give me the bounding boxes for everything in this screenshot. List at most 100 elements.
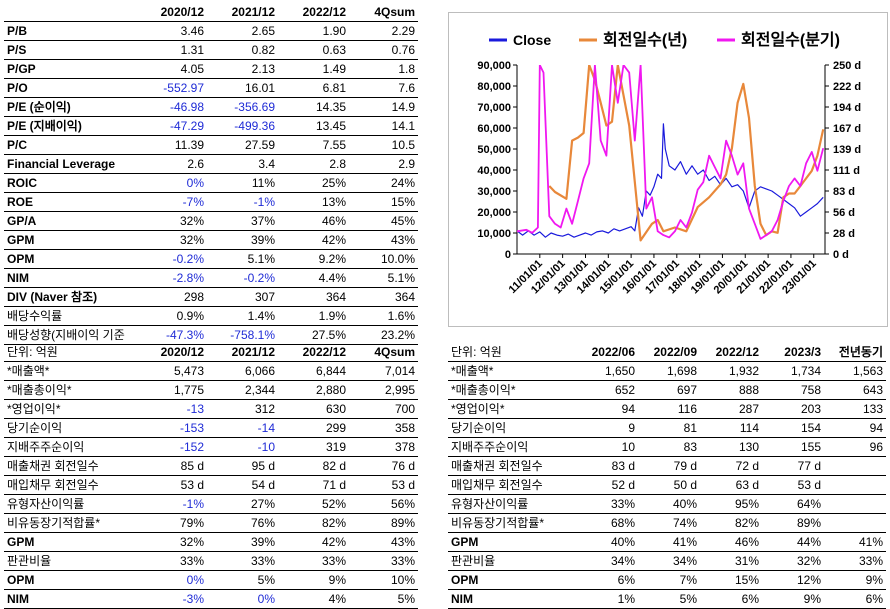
annual-row: 판관비율 33% 33% 33% 33% xyxy=(4,551,418,571)
valuation-row-label: P/B xyxy=(4,21,138,41)
valuation-row: P/S 1.31 0.82 0.63 0.76 xyxy=(4,40,418,60)
annual-row-label: *매출액* xyxy=(4,361,138,381)
valuation-row: P/E (지배이익) -47.29 -499.36 13.45 14.1 xyxy=(4,116,418,136)
y-left-tick-label: 0 xyxy=(505,249,511,261)
annual-col-header: 단위: 억원 xyxy=(4,343,138,362)
valuation-cell: 0.82 xyxy=(207,40,278,60)
valuation-cell: 27.59 xyxy=(207,135,278,155)
annual-cell: 5% xyxy=(207,570,278,590)
valuation-cell: 307 xyxy=(207,287,278,307)
annual-col-header: 4Qsum xyxy=(349,343,418,362)
annual-row-label: OPM xyxy=(4,570,138,590)
valuation-cell: 32% xyxy=(138,230,207,250)
valuation-cell: -758.1% xyxy=(207,325,278,345)
quarterly-cell: 6% xyxy=(824,589,886,609)
annual-cell: 299 xyxy=(278,418,349,438)
annual-cell: -13 xyxy=(138,399,207,419)
valuation-cell: -46.98 xyxy=(138,97,207,117)
annual-cell: 5,473 xyxy=(138,361,207,381)
quarterly-cell: 44% xyxy=(762,532,824,552)
annual-cell: 42% xyxy=(278,532,349,552)
annual-cell: 82 d xyxy=(278,456,349,476)
quarterly-row-label: *매출액* xyxy=(448,361,576,381)
valuation-cell: 364 xyxy=(278,287,349,307)
quarterly-row: 판관비율 34% 34% 31% 32% 33% xyxy=(448,551,886,571)
y-right-tick-label: 139 d xyxy=(833,144,861,156)
valuation-row: DIV (Naver 참조) 298 307 364 364 xyxy=(4,287,418,307)
valuation-row: ROIC 0% 11% 25% 24% xyxy=(4,173,418,193)
valuation-cell: -2.8% xyxy=(138,268,207,288)
valuation-cell: 16.01 xyxy=(207,78,278,98)
price-turnover-chart: 0 10,000 20,000 30,000 40,000 50,000 60,000 70,… xyxy=(448,12,888,327)
y-right-tick-label: 0 d xyxy=(833,249,849,261)
valuation-row: Financial Leverage 2.6 3.4 2.8 2.9 xyxy=(4,154,418,174)
annual-cell: 82% xyxy=(278,513,349,533)
valuation-cell: 3.4 xyxy=(207,154,278,174)
valuation-row-label: GPM xyxy=(4,230,138,250)
valuation-body: P/B 3.46 2.65 1.90 2.29 P/S 1.31 0.82 0.63 0.76 P/… xyxy=(4,21,418,345)
valuation-cell: 2.8 xyxy=(278,154,349,174)
valuation-col-header: 2020/12 xyxy=(138,3,207,22)
valuation-row-label: ROIC xyxy=(4,173,138,193)
annual-cell: 9% xyxy=(278,570,349,590)
valuation-row-label: P/E (지배이익) xyxy=(4,116,138,136)
annual-row: *영업이익* -13 312 630 700 xyxy=(4,399,418,419)
valuation-cell: 7.6 xyxy=(349,78,418,98)
annual-cell: -1% xyxy=(138,494,207,514)
valuation-cell: 2.6 xyxy=(138,154,207,174)
valuation-cell: 5.1% xyxy=(349,268,418,288)
quarterly-row-label: GPM xyxy=(448,532,576,552)
series-line-quarterly xyxy=(517,65,825,240)
annual-row-label: *매출총이익* xyxy=(4,380,138,400)
quarterly-cell: 63 d xyxy=(700,475,762,495)
y-right-tick-label: 83 d xyxy=(833,186,855,198)
valuation-cell: 4.4% xyxy=(278,268,349,288)
annual-cell: 4% xyxy=(278,589,349,609)
valuation-row: OPM -0.2% 5.1% 9.2% 10.0% xyxy=(4,249,418,269)
quarterly-cell: 89% xyxy=(762,513,824,533)
annual-row: 당기순이익 -153 -14 299 358 xyxy=(4,418,418,438)
quarterly-col-header: 전년동기 xyxy=(824,343,886,362)
annual-row: OPM 0% 5% 9% 10% xyxy=(4,570,418,590)
annual-cell: 312 xyxy=(207,399,278,419)
annual-cell: 76% xyxy=(207,513,278,533)
valuation-col-header: 4Qsum xyxy=(349,3,418,22)
annual-row: 유형자산이익률 -1% 27% 52% 56% xyxy=(4,494,418,514)
valuation-row-label: P/C xyxy=(4,135,138,155)
valuation-row: GP/A 32% 37% 46% 45% xyxy=(4,211,418,231)
valuation-cell: 4.05 xyxy=(138,59,207,79)
quarterly-cell: 1,932 xyxy=(700,361,762,381)
quarterly-cell: 114 xyxy=(700,418,762,438)
y-left-tick-label: 40,000 xyxy=(477,165,511,177)
quarterly-body: *매출액* 1,650 1,698 1,932 1,734 1,563 *매출총이익* 652… xyxy=(448,361,886,609)
legend-label: 회전일수(년) xyxy=(603,30,687,49)
quarterly-col-header: 2022/06 xyxy=(576,343,638,362)
annual-row: 비유동장기적합률* 79% 76% 82% 89% xyxy=(4,513,418,533)
quarterly-cell xyxy=(824,475,886,495)
valuation-cell: 1.9% xyxy=(278,306,349,326)
annual-row: 지배주주순이익 -152 -10 319 378 xyxy=(4,437,418,457)
quarterly-cell: 758 xyxy=(762,380,824,400)
quarterly-row-label: 매입채무 회전일수 xyxy=(448,475,576,495)
valuation-row-label: ROE xyxy=(4,192,138,212)
quarterly-cell: 10 xyxy=(576,437,638,457)
annual-col-header: 2020/12 xyxy=(138,343,207,362)
valuation-cell: 3.46 xyxy=(138,21,207,41)
valuation-cell: 1.6% xyxy=(349,306,418,326)
quarterly-cell: 12% xyxy=(762,570,824,590)
quarterly-row-label: *영업이익* xyxy=(448,399,576,419)
annual-row: 매입채무 회전일수 53 d 54 d 71 d 53 d xyxy=(4,475,418,495)
quarterly-row: 당기순이익 9 81 114 154 94 xyxy=(448,418,886,438)
valuation-cell: -47.29 xyxy=(138,116,207,136)
annual-row-label: 판관비율 xyxy=(4,551,138,571)
quarterly-header-row: 단위: 억원 2022/06 2022/09 2022/12 2023/3 전년동기 xyxy=(448,343,886,362)
y-left-tick-label: 10,000 xyxy=(477,228,511,240)
quarterly-cell: 133 xyxy=(824,399,886,419)
valuation-cell: -356.69 xyxy=(207,97,278,117)
valuation-row: NIM -2.8% -0.2% 4.4% 5.1% xyxy=(4,268,418,288)
valuation-cell: 1.4% xyxy=(207,306,278,326)
valuation-cell: 32% xyxy=(138,211,207,231)
valuation-cell: 7.55 xyxy=(278,135,349,155)
quarterly-cell: 72 d xyxy=(700,456,762,476)
annual-row-label: NIM xyxy=(4,589,138,609)
